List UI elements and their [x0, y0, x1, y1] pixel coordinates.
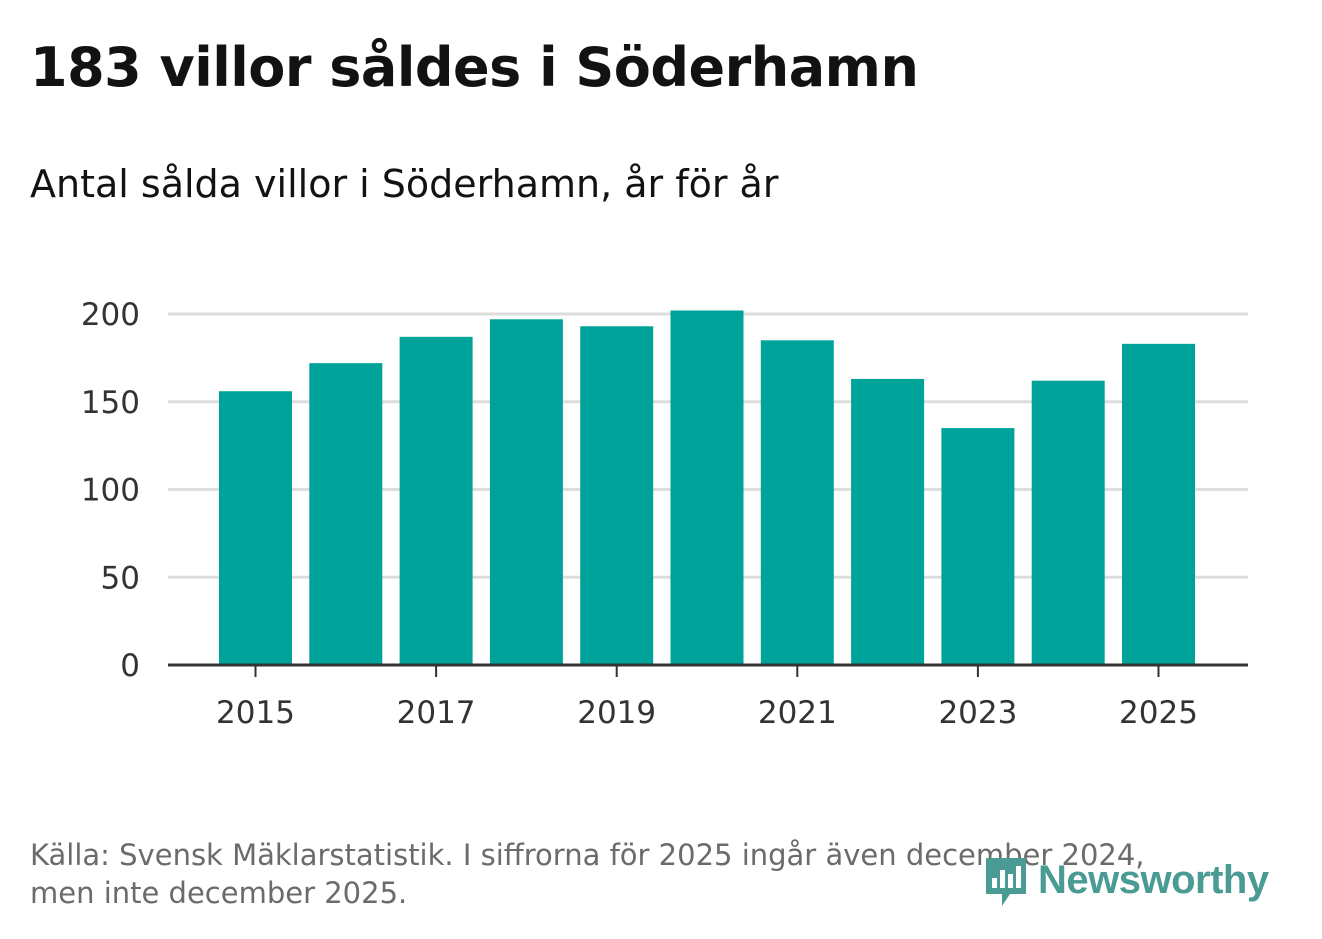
logo-text: Newsworthy	[1038, 857, 1269, 902]
axes: 0 50 100 150 200 2015 2017 2019 2021 2023 2025	[81, 297, 1248, 731]
x-tick-label-2019: 2019	[577, 695, 656, 731]
bar-2015	[219, 391, 292, 665]
x-tick-label-2025: 2025	[1119, 695, 1198, 731]
bar-2020	[670, 310, 744, 665]
x-tick-label-2017: 2017	[397, 695, 476, 731]
y-tick-label-50: 50	[101, 560, 140, 596]
source-line-1: Källa: Svensk Mäklarstatistik. I siffror…	[30, 838, 1145, 872]
newsworthy-logo-icon	[986, 858, 1026, 906]
x-tick-label-2023: 2023	[938, 695, 1017, 731]
y-tick-label-0: 0	[120, 648, 140, 684]
bar-2018	[489, 319, 563, 665]
bar-2024	[1031, 380, 1105, 665]
bar-2023	[941, 428, 1015, 665]
newsworthy-logo: Newsworthy	[982, 850, 1269, 910]
chart-subtitle: Antal sålda villor i Söderhamn, år för å…	[30, 162, 779, 206]
y-tick-label-200: 200	[81, 297, 140, 333]
x-tick-label-2021: 2021	[758, 695, 837, 731]
y-tick-label-100: 100	[81, 473, 140, 509]
bar-2016	[309, 363, 383, 665]
bar-2021	[760, 340, 834, 665]
source-line-2: men inte december 2025.	[30, 876, 408, 910]
bar-2017	[399, 336, 473, 665]
chart-title: 183 villor såldes i Söderhamn	[30, 36, 919, 99]
x-tick-label-2015: 2015	[216, 695, 295, 731]
y-tick-label-150: 150	[81, 385, 140, 421]
bar-chart: 0 50 100 150 200 2015 2017 2019 2021 2023 2025	[81, 297, 1248, 731]
bar-2022	[851, 378, 925, 665]
source-note: Källa: Svensk Mäklarstatistik. I siffror…	[30, 836, 1230, 912]
bar-2019	[580, 326, 654, 665]
bars	[219, 310, 1195, 665]
bar-2025	[1122, 343, 1195, 665]
